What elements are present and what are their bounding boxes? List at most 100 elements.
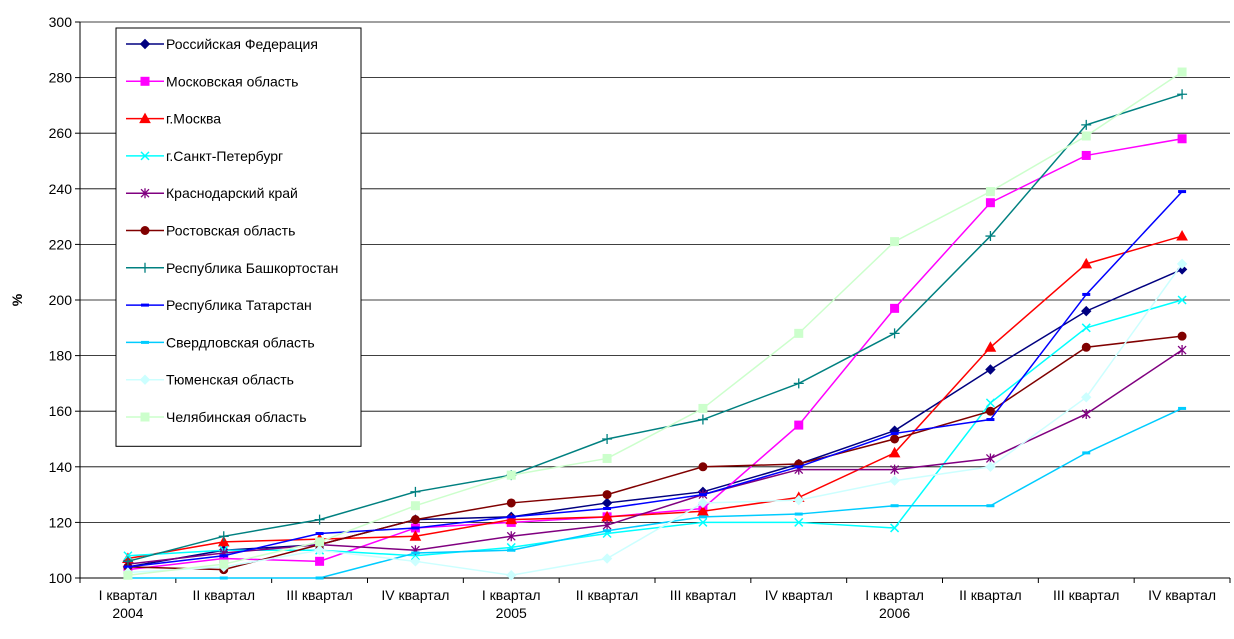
legend-item: г.Москва — [126, 111, 221, 127]
legend-marker — [140, 151, 150, 161]
series-line — [127, 299, 1183, 557]
data-point — [411, 551, 420, 555]
data-point — [698, 517, 708, 527]
data-point — [1177, 67, 1187, 77]
y-tick-label: 180 — [49, 348, 73, 364]
data-point — [1081, 150, 1091, 160]
data-point — [1177, 345, 1187, 356]
data-point — [794, 512, 803, 516]
data-point — [985, 364, 996, 375]
data-point — [506, 531, 516, 542]
data-point — [985, 406, 995, 416]
legend-marker — [141, 340, 149, 344]
y-tick-label: 300 — [49, 14, 73, 30]
legend-item: Краснодарский край — [126, 185, 298, 201]
legend-marker — [140, 188, 150, 199]
x-year-label: 2005 — [496, 605, 527, 621]
data-point — [1082, 292, 1091, 296]
legend-label: г.Санкт-Петербург — [166, 148, 283, 164]
data-point — [889, 475, 900, 486]
x-tick-label: II квартал — [576, 587, 639, 603]
legend-marker — [140, 76, 150, 86]
data-point — [122, 556, 133, 567]
data-point — [794, 465, 803, 469]
y-tick-label: 200 — [49, 292, 73, 308]
data-point — [603, 507, 612, 510]
x-tick-label: III квартал — [670, 587, 736, 603]
data-point — [602, 520, 612, 531]
legend-marker — [139, 112, 151, 124]
legend-marker — [140, 226, 150, 235]
data-point — [219, 554, 228, 558]
legend-item: Свердловская область — [126, 334, 315, 350]
data-point — [218, 531, 229, 542]
x-tick-label: III квартал — [286, 587, 352, 603]
data-point — [890, 464, 900, 475]
y-tick-label: 140 — [49, 459, 73, 475]
data-point — [794, 328, 804, 338]
data-point — [314, 544, 325, 556]
legend-marker — [140, 412, 150, 422]
legend-item: Тюменская область — [126, 372, 294, 388]
series-group — [122, 230, 1188, 564]
legend-item: Республика Татарстан — [126, 297, 312, 313]
legend-item: Челябинская область — [126, 409, 307, 425]
legend-item: Российская Федерация — [126, 36, 318, 52]
legend-box — [115, 27, 362, 447]
legend-label: Республика Татарстан — [166, 297, 312, 313]
x-tick-label: IV квартал — [1148, 587, 1216, 603]
data-point — [315, 556, 325, 566]
data-point — [985, 231, 996, 242]
data-point — [1080, 257, 1093, 269]
data-point — [1081, 392, 1092, 403]
legend-marker — [139, 374, 151, 385]
legend-item: Ростовская область — [126, 223, 295, 239]
x-tick-label: I квартал — [865, 587, 924, 603]
data-point — [1081, 408, 1091, 419]
series-line — [127, 93, 1183, 563]
series-line — [127, 71, 1183, 576]
x-tick-label: I квартал — [482, 587, 541, 603]
data-point — [697, 497, 709, 509]
x-year-label: 2006 — [879, 605, 910, 621]
data-point — [793, 494, 804, 506]
data-point — [602, 434, 613, 444]
data-point — [410, 501, 420, 511]
data-point — [602, 453, 612, 463]
data-point — [890, 303, 900, 313]
x-tick-label: IV квартал — [765, 587, 833, 603]
series-line — [127, 235, 1183, 560]
data-point — [698, 493, 707, 497]
legend-marker — [139, 38, 151, 50]
data-point — [1177, 134, 1187, 144]
legend-item: г.Санкт-Петербург — [126, 148, 283, 164]
data-point — [890, 504, 899, 508]
data-point — [315, 576, 324, 580]
legend-label: г.Москва — [166, 111, 221, 127]
data-point — [1178, 190, 1187, 194]
data-point — [984, 341, 997, 352]
data-point — [985, 187, 995, 197]
y-tick-label: 260 — [49, 125, 73, 141]
data-point — [409, 530, 422, 541]
data-point — [505, 513, 518, 525]
legend-label: Тюменская область — [166, 372, 294, 388]
legend-label: Свердловская область — [166, 334, 315, 350]
data-point — [123, 551, 133, 561]
y-tick-label: 100 — [49, 570, 73, 586]
data-point — [890, 523, 900, 533]
y-tick-label: 240 — [49, 181, 73, 197]
data-point — [506, 570, 517, 581]
data-point — [410, 515, 420, 525]
data-point — [890, 434, 900, 444]
series-line — [127, 138, 1183, 571]
data-point — [888, 446, 901, 458]
data-point — [1178, 406, 1187, 410]
y-tick-label: 280 — [49, 70, 73, 86]
data-point — [1176, 258, 1188, 270]
data-point — [601, 497, 613, 509]
data-point — [602, 490, 612, 500]
y-tick-label: 160 — [49, 403, 73, 419]
